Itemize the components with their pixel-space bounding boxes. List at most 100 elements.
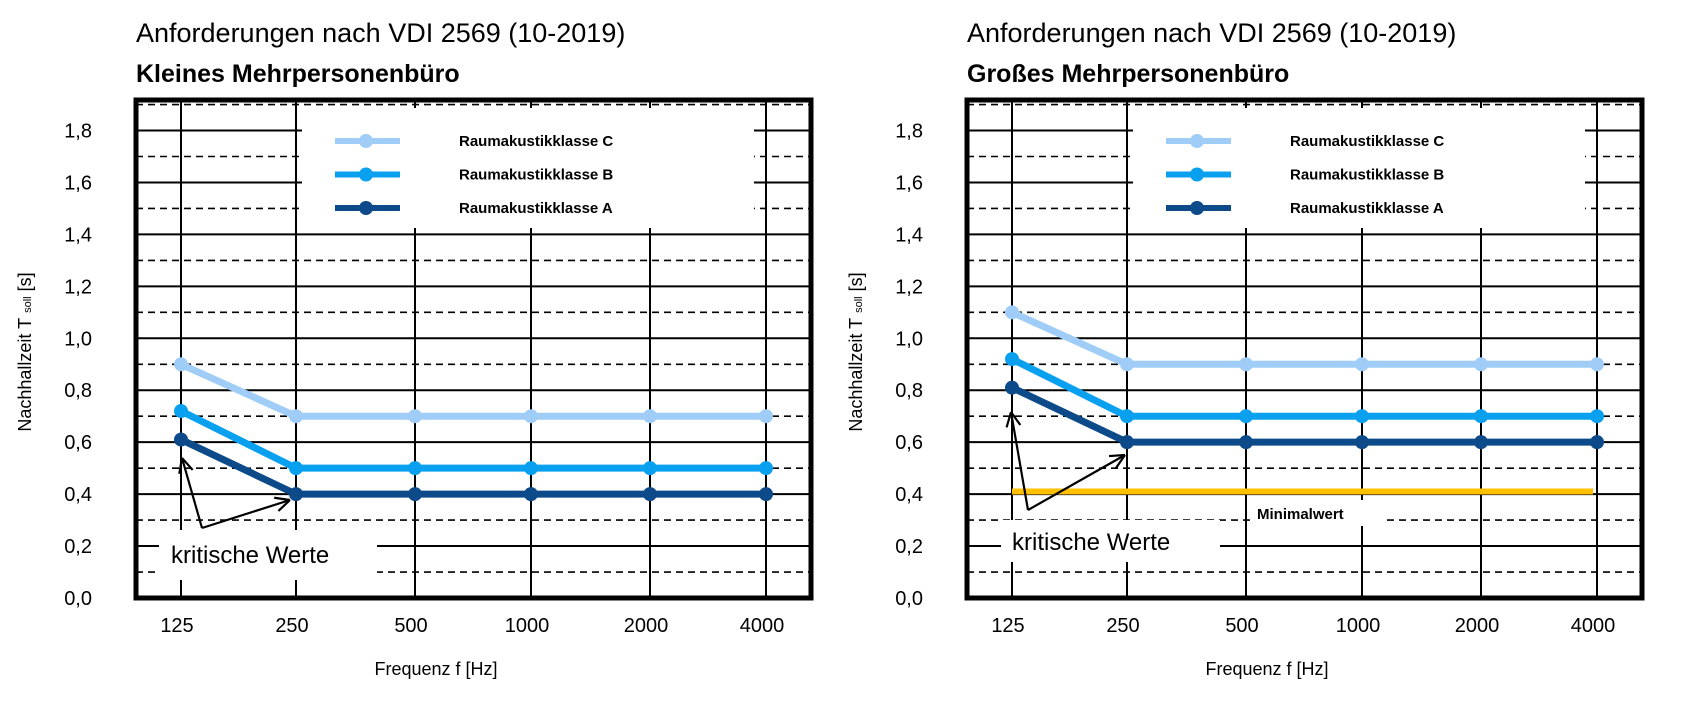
arrow-head [274, 496, 291, 502]
y-tick-label: 0,8 [895, 380, 923, 402]
data-point [1120, 409, 1134, 424]
data-point [524, 461, 538, 476]
x-tick-label: 4000 [740, 615, 785, 637]
annotation-arrow [1009, 411, 1030, 511]
legend-marker [1190, 167, 1204, 182]
y-axis-label: Nachhallzeit T soll [s] [846, 272, 866, 431]
data-point [1474, 435, 1488, 450]
y-tick-label: 1,0 [895, 328, 923, 350]
arrow-head [1108, 453, 1126, 458]
data-point [1590, 435, 1604, 450]
y-tick-label: 0,2 [895, 536, 923, 558]
data-point [289, 461, 303, 476]
x-tick-label: 500 [1225, 615, 1258, 637]
annotation-box [159, 530, 377, 580]
data-point [1239, 357, 1253, 372]
arrow-head [181, 457, 194, 471]
data-point [1355, 435, 1369, 450]
y-tick-label: 0,0 [64, 588, 92, 610]
y-tick-label: 1,2 [64, 276, 92, 298]
y-tick-label: 1,8 [64, 121, 92, 143]
series-line-c [179, 361, 766, 420]
y-tick-label: 1,6 [64, 172, 92, 194]
data-point [1005, 380, 1019, 395]
legend-marker [359, 201, 373, 215]
minimum-label-bg [1250, 500, 1384, 526]
x-tick-label: 1000 [505, 615, 550, 637]
y-axis-label: Nachhallzeit T soll [s] [15, 272, 35, 431]
data-point [1239, 409, 1253, 424]
arrow-head [1010, 411, 1022, 426]
arrow-head [178, 457, 184, 474]
chart-subtitle: Kleines Mehrpersonenbüro [136, 60, 460, 88]
data-point [408, 461, 422, 476]
x-tick-label: 1000 [1336, 615, 1381, 637]
data-point [174, 432, 188, 447]
data-point [759, 461, 773, 476]
minimum-label: Minimalwert [1257, 506, 1344, 523]
data-point [1120, 357, 1134, 372]
x-tick-label: 125 [991, 615, 1024, 637]
arrow-head [1114, 454, 1126, 469]
x-tick-label: 2000 [1455, 615, 1500, 637]
plot-border [133, 97, 814, 601]
chart-title: Anforderungen nach VDI 2569 (10-2019) [136, 18, 625, 48]
plot-border [964, 97, 1645, 601]
legend-label: Raumakustikklasse A [1290, 200, 1444, 217]
data-point [1005, 352, 1019, 367]
legend-marker [1190, 134, 1204, 148]
data-point [1590, 409, 1604, 424]
data-point [1590, 357, 1604, 372]
y-tick-label: 0,8 [64, 380, 92, 402]
data-point [643, 487, 657, 502]
y-tick-label: 0,4 [895, 484, 923, 506]
y-tick-label: 0,2 [64, 536, 92, 558]
annotation-label: kritische Werte [1012, 529, 1170, 556]
annotation-arrow [1027, 454, 1126, 511]
data-point [1239, 435, 1253, 450]
x-tick-label: 4000 [1571, 615, 1616, 637]
y-tick-label: 0,0 [895, 588, 923, 610]
x-tick-label: 2000 [624, 615, 669, 637]
data-point [174, 404, 188, 419]
legend-label: Raumakustikklasse C [1290, 133, 1444, 150]
annotation-label: kritische Werte [171, 542, 329, 569]
data-point [1005, 305, 1019, 320]
y-tick-label: 1,4 [64, 224, 92, 246]
x-tick-label: 250 [1106, 615, 1139, 637]
series-line-b [1010, 355, 1597, 420]
chart-title: Anforderungen nach VDI 2569 (10-2019) [967, 18, 1456, 48]
x-tick-label: 500 [394, 615, 427, 637]
legend-marker [359, 134, 373, 148]
chart-1: Anforderungen nach VDI 2569 (10-2019) Kle… [15, 18, 814, 679]
x-axis-label: Frequenz f [Hz] [1205, 659, 1328, 679]
data-point [408, 487, 422, 502]
legend-label: Raumakustikklasse B [1290, 167, 1444, 184]
data-point [1355, 357, 1369, 372]
legend-marker [359, 167, 373, 182]
chart-2: Anforderungen nach VDI 2569 (10-2019) Gro… [846, 18, 1645, 679]
y-tick-label: 1,2 [895, 276, 923, 298]
data-point [174, 357, 188, 372]
data-point [1355, 409, 1369, 424]
chart-subtitle: Großes Mehrpersonenbüro [967, 60, 1289, 88]
y-axis-label-unit: [s] [846, 272, 866, 291]
legend-label: Raumakustikklasse B [459, 167, 613, 184]
y-axis-label-main: Nachhallzeit T [15, 318, 35, 432]
series-line-a [1010, 384, 1597, 446]
annotation-arrow [201, 498, 291, 530]
arrow-head [277, 499, 291, 512]
y-tick-label: 0,6 [64, 432, 92, 454]
series-line-c [1010, 309, 1597, 368]
series-line-a [179, 436, 766, 498]
data-point [289, 487, 303, 502]
y-axis-label-main: Nachhallzeit T [846, 318, 866, 432]
x-tick-label: 125 [160, 615, 193, 637]
y-tick-label: 0,4 [64, 484, 92, 506]
data-point [759, 409, 773, 424]
data-point [643, 461, 657, 476]
y-tick-label: 1,4 [895, 224, 923, 246]
legend-label: Raumakustikklasse C [459, 133, 613, 150]
data-point [408, 409, 422, 424]
